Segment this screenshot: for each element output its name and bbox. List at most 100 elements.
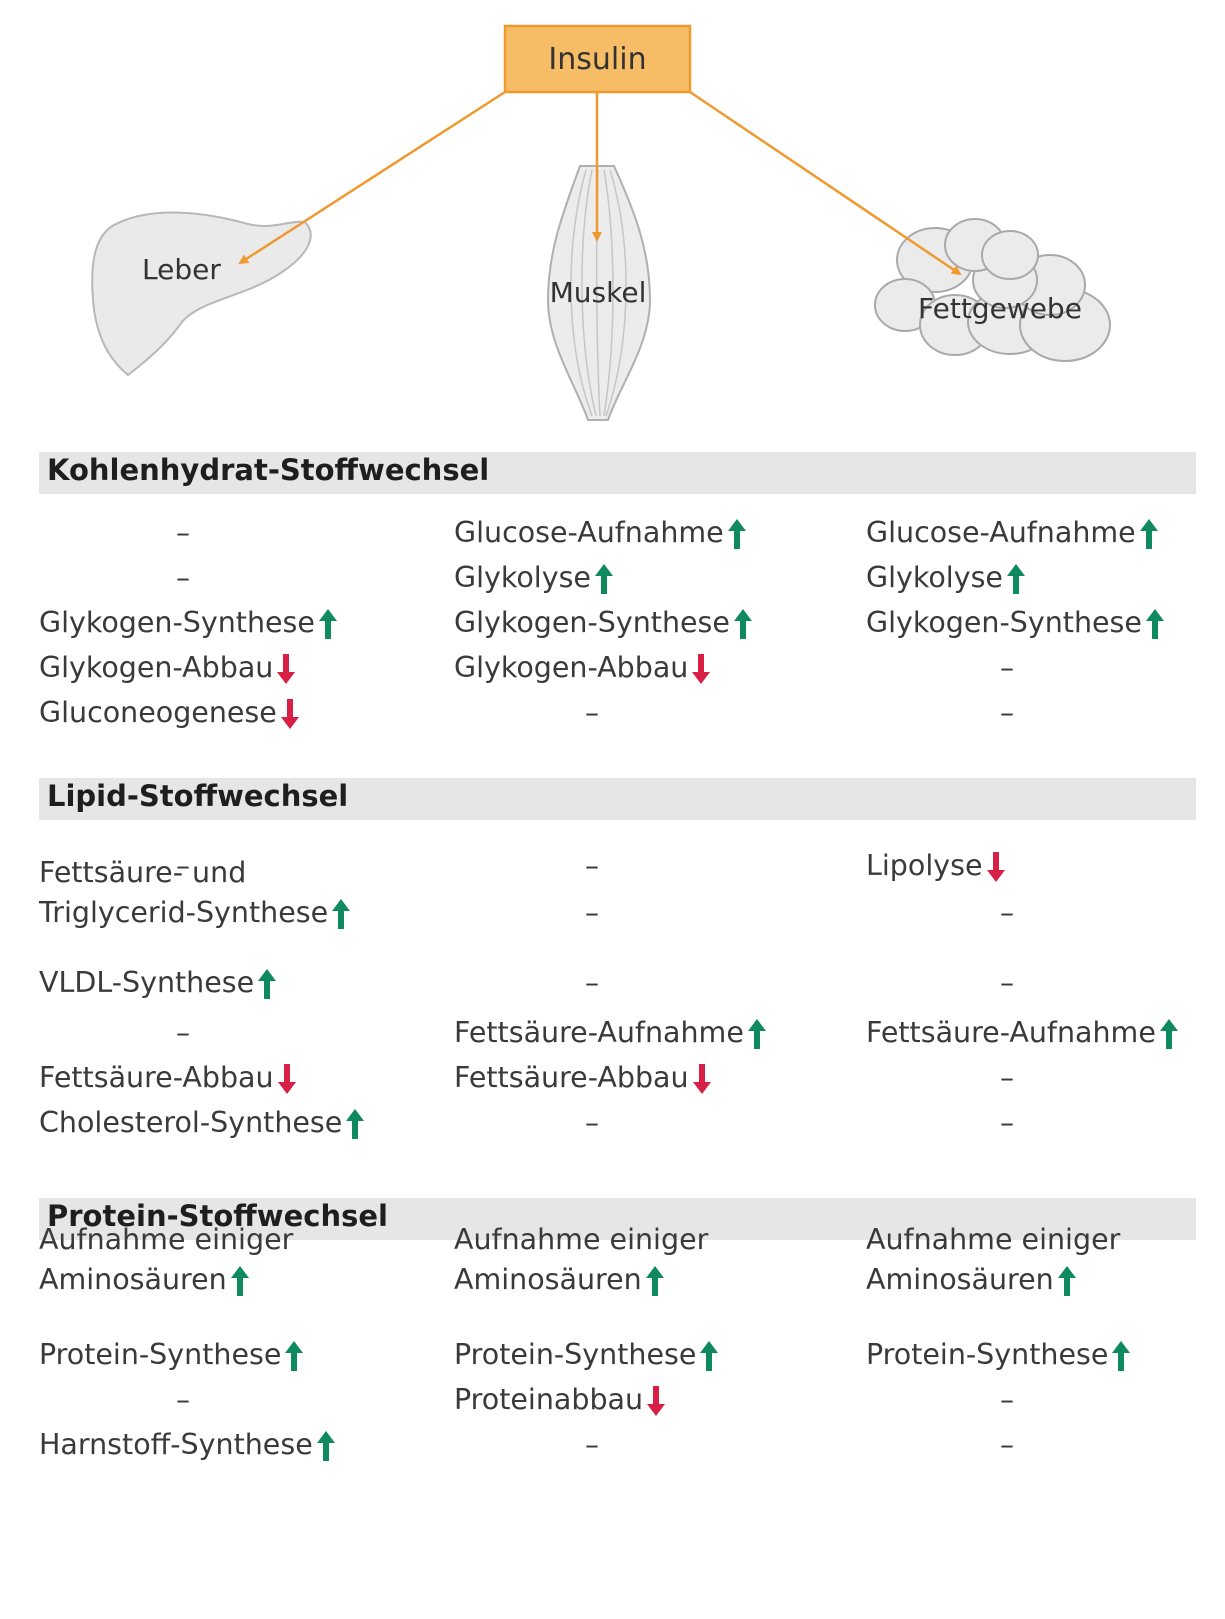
arrow-up-icon [594, 564, 613, 594]
insulin-organ-diagram: Insulin Leber Muskel Fettgewebe [91, 24, 1111, 421]
effect-entry: Glykogen-Synthese [454, 603, 752, 643]
effect-entry: Aufnahme einiger Aminosäuren [39, 1220, 293, 1300]
effect-label: Glykogen-Synthese [454, 606, 730, 639]
muscle-illustration [546, 165, 652, 421]
no-effect-dash: – [1000, 1106, 1014, 1139]
effect-label: Harnstoff-Synthese [39, 1428, 313, 1461]
effect-label: Glykolyse [454, 561, 591, 594]
no-effect-dash: – [585, 849, 599, 882]
effect-entry: Fettsäure- und Triglycerid-Synthese [39, 853, 351, 933]
effect-entry: Glykogen-Abbau [39, 648, 296, 688]
organ-label-muscle: Muskel [550, 276, 647, 309]
effect-label: Fettsäure-Aufnahme [866, 1016, 1156, 1049]
effect-entry: Glykogen-Synthese [866, 603, 1164, 643]
arrow-down-icon [692, 654, 711, 684]
arrow-down-icon [277, 1064, 296, 1094]
no-effect-dash: – [1000, 896, 1014, 929]
effect-label: Proteinabbau [454, 1383, 644, 1416]
effect-label: Protein-Synthese [39, 1338, 282, 1371]
effect-label: VLDL-Synthese [39, 966, 255, 999]
section-title: Protein-Stoffwechsel [47, 1199, 388, 1233]
no-effect-dash: – [1000, 1383, 1014, 1416]
organ-label-liver: Leber [142, 253, 221, 286]
effect-entry: Fettsäure-Abbau [454, 1058, 711, 1098]
effect-entry: Protein-Synthese [454, 1335, 719, 1375]
effect-entry: Glykogen-Synthese [39, 603, 337, 643]
arrow-up-icon [230, 1266, 249, 1296]
arrow-up-icon [1006, 564, 1025, 594]
effect-label: Fettsäure-Abbau [39, 1061, 274, 1094]
effect-label: Glykogen-Abbau [454, 651, 689, 684]
effect-entry: Gluconeogenese [39, 693, 299, 733]
effect-label: Protein-Synthese [454, 1338, 697, 1371]
effect-label: Glykogen-Abbau [39, 651, 274, 684]
arrow-up-icon [1139, 519, 1158, 549]
effect-entry: Fettsäure-Abbau [39, 1058, 296, 1098]
arrow-up-icon [1112, 1341, 1131, 1371]
arrow-down-icon [692, 1064, 711, 1094]
arrow-up-icon [318, 609, 337, 639]
no-effect-dash: – [1000, 696, 1014, 729]
arrow-up-icon [346, 1109, 365, 1139]
effect-entry: Fettsäure-Aufnahme [866, 1013, 1178, 1053]
effect-entry: Lipolyse [866, 846, 1005, 886]
arrow-up-icon [285, 1341, 304, 1371]
effect-entry: Aufnahme einiger Aminosäuren [454, 1220, 708, 1300]
no-effect-dash: – [176, 561, 190, 594]
no-effect-dash: – [1000, 1428, 1014, 1461]
effect-label: Protein-Synthese [866, 1338, 1109, 1371]
arrow-down-icon [277, 654, 296, 684]
no-effect-dash: – [176, 1383, 190, 1416]
effect-label: Fettsäure-Abbau [454, 1061, 689, 1094]
section-header-carbohydrate: Kohlenhydrat-Stoffwechsel [39, 452, 1196, 494]
effect-label: Cholesterol-Synthese [39, 1106, 343, 1139]
organ-label-fat: Fettgewebe [918, 292, 1082, 325]
effect-entry: Glykolyse [866, 558, 1025, 598]
liver-illustration [91, 211, 312, 377]
arrow-down-icon [647, 1386, 666, 1416]
arrow-down-icon [986, 852, 1005, 882]
effect-label: Fettsäure-Aufnahme [454, 1016, 744, 1049]
no-effect-dash: – [1000, 1061, 1014, 1094]
no-effect-dash: – [585, 696, 599, 729]
no-effect-dash: – [176, 1016, 190, 1049]
effect-label: Aufnahme einiger Aminosäuren [866, 1223, 1121, 1296]
effect-label: Fettsäure- und Triglycerid-Synthese [39, 856, 329, 929]
effect-entry: VLDL-Synthese [39, 963, 277, 1003]
no-effect-dash: – [176, 516, 190, 549]
effect-label: Lipolyse [866, 849, 983, 882]
no-effect-dash: – [585, 966, 599, 999]
no-effect-dash: – [1000, 966, 1014, 999]
effect-label: Aufnahme einiger Aminosäuren [454, 1223, 709, 1296]
insulin-label: Insulin [548, 42, 646, 77]
effect-label: Aufnahme einiger Aminosäuren [39, 1223, 294, 1296]
arrow-up-icon [1145, 609, 1164, 639]
arrow-up-icon [332, 899, 351, 929]
section-header-protein: Protein-Stoffwechsel [39, 1198, 1196, 1240]
no-effect-dash: – [1000, 651, 1014, 684]
arrow-up-icon [727, 519, 746, 549]
effect-label: Glucose-Aufnahme [866, 516, 1136, 549]
effect-label: Glykogen-Synthese [866, 606, 1142, 639]
effect-entry: Harnstoff-Synthese [39, 1425, 335, 1465]
section-title: Lipid-Stoffwechsel [47, 779, 349, 813]
effect-entry: Cholesterol-Synthese [39, 1103, 365, 1143]
arrow-up-icon [1057, 1266, 1076, 1296]
arrow-up-icon [316, 1431, 335, 1461]
connector-to-fat [689, 90, 962, 276]
effect-label: Glucose-Aufnahme [454, 516, 724, 549]
no-effect-dash: – [585, 1106, 599, 1139]
fat-tissue-illustration [874, 218, 1111, 362]
effect-entry: Glykolyse [454, 558, 613, 598]
effect-entry: Proteinabbau [454, 1380, 666, 1420]
arrow-down-icon [280, 699, 299, 729]
effect-entry: Aufnahme einiger Aminosäuren [866, 1220, 1120, 1300]
no-effect-dash: – [585, 896, 599, 929]
effect-label: Glykogen-Synthese [39, 606, 315, 639]
section-title: Kohlenhydrat-Stoffwechsel [47, 453, 490, 487]
no-effect-dash: – [585, 1428, 599, 1461]
effect-entry: Protein-Synthese [39, 1335, 304, 1375]
arrow-up-icon [645, 1266, 664, 1296]
section-header-lipid: Lipid-Stoffwechsel [39, 778, 1196, 820]
arrow-up-icon [733, 609, 752, 639]
